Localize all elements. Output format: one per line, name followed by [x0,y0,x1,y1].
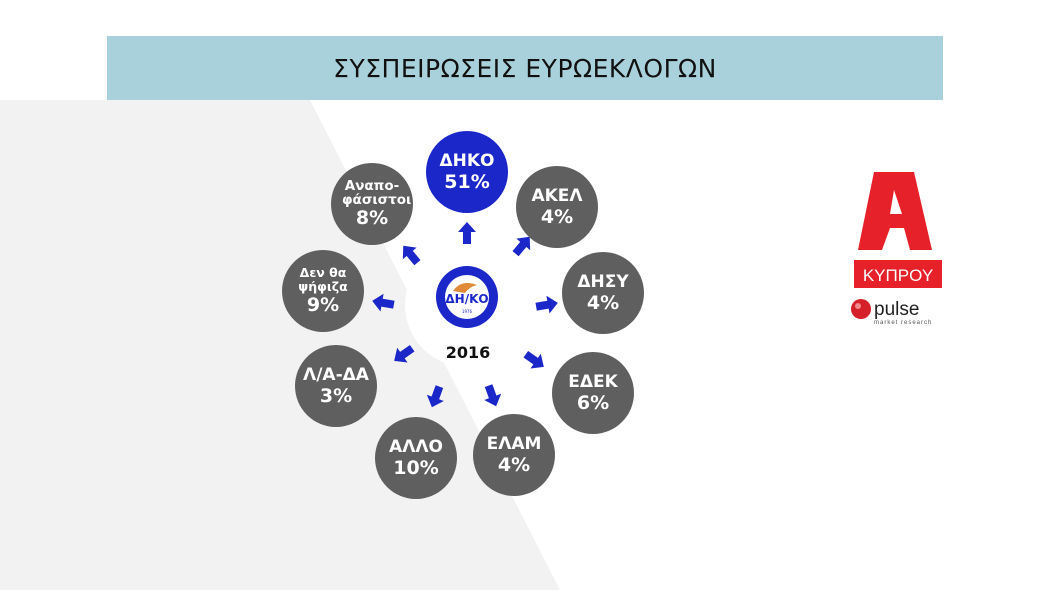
bubble-would-not-vote: Δεν θα ψήφιζα 9% [282,250,364,332]
pulse-logo: pulse market research [851,299,932,326]
bubble-disy: ΔΗΣΥ 4% [562,252,644,334]
bubble-label: ΕΛΑΜ [486,434,542,454]
bubble-value: 4% [497,454,531,476]
bubble-label: ΑΛΛΟ [389,437,443,457]
arrow-icon [523,350,544,369]
pulse-label: pulse [874,299,919,320]
bubble-label: Αναπο- φάσιστοι [342,178,412,208]
bubble-label: ΔΗΚΟ [439,151,495,171]
channel-label: ΚΥΠΡΟΥ [863,266,933,285]
bubble-akel: ΑΚΕΛ 4% [516,166,598,248]
bubble-undecided: Αναπο- φάσιστοι 8% [331,163,413,245]
bubble-value: 9% [306,294,340,316]
arrow-icon [426,385,444,408]
arrow-icon [372,293,395,312]
bubble-elam: ΕΛΑΜ 4% [473,414,555,496]
diko-logo: ΔΗ/ΚΟ 1976 [436,266,498,328]
bubble-la-da: Λ/Α-ΔΑ 3% [295,345,377,427]
bubble-value: 10% [393,457,439,479]
page-title: ΣΥΣΠΕΙΡΩΣΕΙΣ ΕΥΡΩΕΚΛΟΓΩΝ [333,53,717,83]
arrow-icon [484,384,502,407]
arrow-icon [512,236,531,257]
bubble-label: Λ/Α-ΔΑ [303,365,369,385]
bubble-label: ΕΔΕΚ [568,372,618,392]
pulse-sub: market research [874,320,932,326]
alpha-kyprou-logo: ΚΥΠΡΟΥ [854,172,942,288]
bubble-value: 4% [540,206,574,228]
bubble-label: Δεν θα ψήφιζα [298,265,348,294]
arrow-icon [394,344,415,363]
arrow-icon [535,295,558,314]
bubble-value: 3% [319,385,353,407]
bubble-label: ΑΚΕΛ [531,186,583,206]
year-label: 2016 [445,343,491,362]
title-banner: ΣΥΣΠΕΙΡΩΣΕΙΣ ΕΥΡΩΕΚΛΟΓΩΝ [107,36,943,100]
bubble-label: ΔΗΣΥ [577,272,629,292]
bubble-value: 51% [444,171,490,193]
bubble-value: 6% [576,392,610,414]
bubble-value: 8% [355,207,389,229]
svg-text:1976: 1976 [462,309,473,314]
bubble-edek: ΕΔΕΚ 6% [552,352,634,434]
bubble-allo: ΑΛΛΟ 10% [375,417,457,499]
arrow-icon [458,222,476,244]
bubble-diko: ΔΗΚΟ 51% [426,131,508,213]
bubble-value: 4% [586,292,620,314]
arrow-icon [402,245,421,266]
svg-text:ΔΗ/ΚΟ: ΔΗ/ΚΟ [445,292,488,306]
